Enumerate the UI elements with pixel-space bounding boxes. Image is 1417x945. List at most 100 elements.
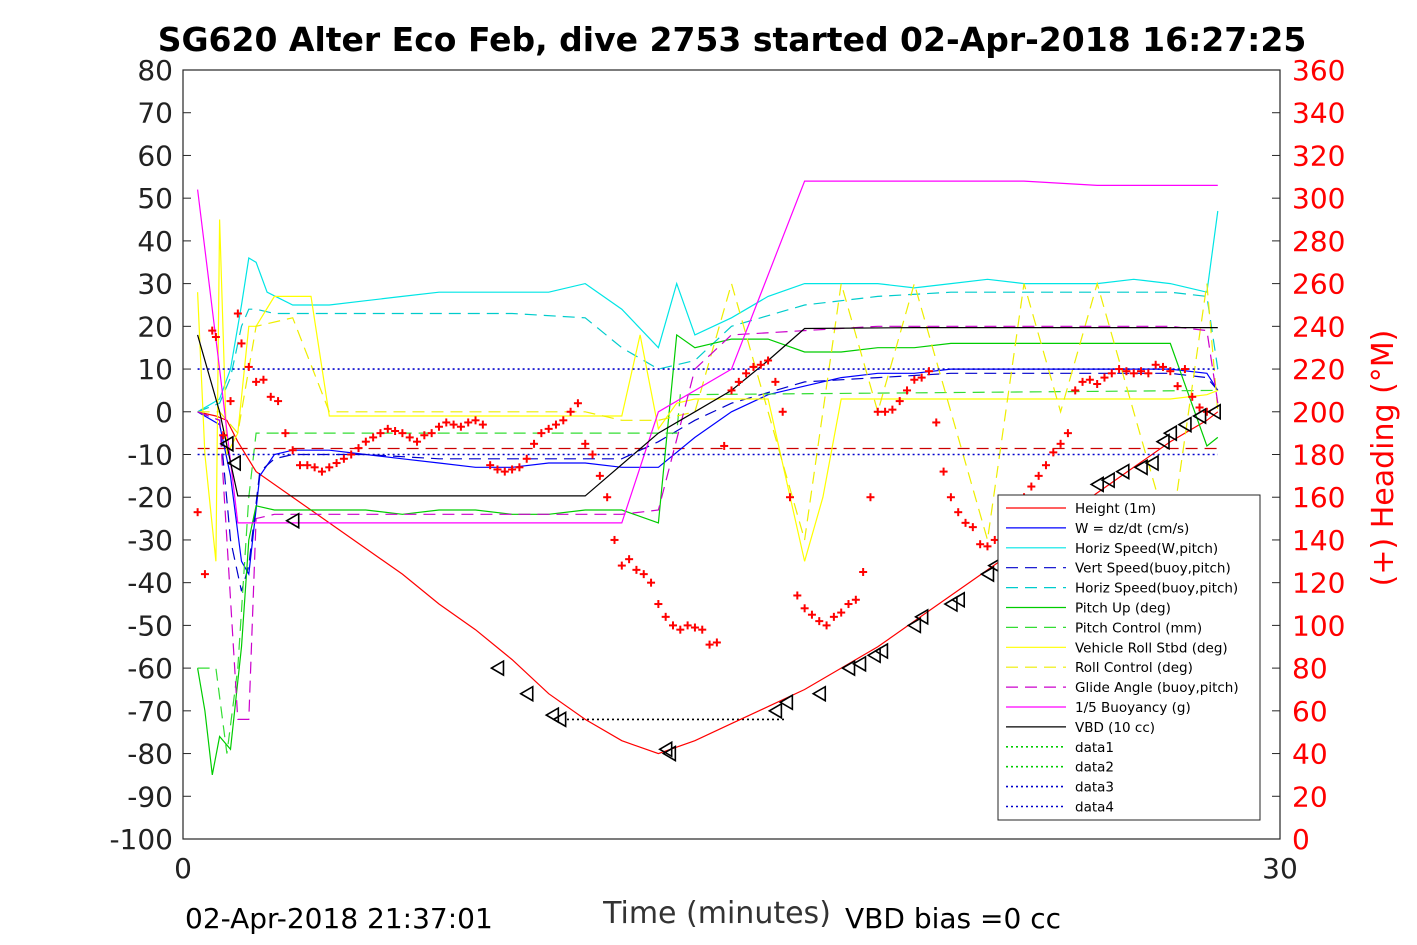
heading-point — [698, 625, 707, 634]
left-tick-label: -70 — [127, 695, 173, 728]
heading-point — [961, 518, 970, 527]
heading-point — [288, 446, 297, 455]
series-line-9 — [197, 281, 1219, 541]
heading-point — [756, 360, 765, 369]
heading-point — [793, 591, 802, 600]
triangle-marker — [906, 616, 922, 634]
triangle-marker — [979, 565, 995, 583]
legend-label: Height (1m) — [1075, 501, 1156, 517]
heading-point — [778, 407, 787, 416]
right-tick-label: 280 — [1292, 225, 1345, 258]
left-tick-label: -60 — [127, 652, 173, 685]
triangle-marker — [811, 685, 827, 703]
heading-point — [252, 377, 261, 386]
left-tick-label: 80 — [137, 54, 173, 87]
left-tick-label: 50 — [137, 182, 173, 215]
heading-point — [734, 377, 743, 386]
heading-point — [1158, 362, 1167, 371]
heading-point — [881, 407, 890, 416]
heading-point — [807, 610, 816, 619]
heading-point — [259, 375, 268, 384]
heading-point — [434, 422, 443, 431]
triangle-marker — [552, 710, 567, 728]
triangle-marker — [767, 702, 783, 720]
right-tick-label: 220 — [1292, 353, 1345, 386]
triangle-marker — [950, 591, 966, 609]
triangle-marker — [778, 693, 794, 711]
series-line-8 — [197, 219, 1219, 562]
legend-label: data4 — [1075, 800, 1114, 816]
heading-point — [317, 467, 326, 476]
heading-point — [226, 397, 235, 406]
heading-point — [1107, 369, 1116, 378]
triangle-marker — [1133, 458, 1148, 476]
left-tick-label: 60 — [137, 139, 173, 172]
heading-point — [208, 326, 217, 335]
right-tick-label: 80 — [1292, 652, 1328, 685]
triangle-marker — [1144, 454, 1159, 472]
left-tick-label: 40 — [137, 225, 173, 258]
triangle-marker — [489, 659, 505, 677]
heading-point — [456, 422, 465, 431]
heading-point — [837, 608, 846, 617]
right-tick-label: 180 — [1292, 439, 1345, 472]
left-tick-label: -10 — [127, 439, 173, 472]
heading-point — [573, 399, 582, 408]
left-axis: 80 70 60 50 40 30 20 10 0 -10 -20 -30 -40 -50 -60 -70 -8… — [109, 54, 191, 856]
heading-point — [1144, 369, 1153, 378]
left-tick-label: -80 — [127, 738, 173, 771]
legend-label: Horiz Speed(W,pitch) — [1075, 541, 1218, 557]
heading-point — [771, 377, 780, 386]
triangle-marker — [1100, 471, 1115, 489]
heading-point — [1093, 380, 1102, 389]
triangle-marker — [661, 745, 677, 762]
triangle-marker — [1089, 476, 1104, 493]
heading-point — [939, 467, 948, 476]
legend-label: Glide Angle (buoy,pitch) — [1075, 680, 1239, 696]
heading-point — [193, 508, 202, 517]
heading-point — [361, 437, 370, 446]
triangle-marker — [866, 646, 881, 664]
heading-point — [233, 309, 242, 318]
heading-point — [603, 493, 612, 502]
left-tick-label: -100 — [109, 823, 173, 856]
triangle-marker — [285, 512, 300, 530]
heading-point — [1115, 365, 1124, 374]
legend-label: 1/5 Buoyancy (g) — [1075, 700, 1191, 716]
heading-point — [727, 386, 736, 395]
heading-point — [413, 437, 422, 446]
right-tick-label: 260 — [1292, 268, 1345, 301]
triangle-marker — [1177, 416, 1192, 433]
heading-point — [303, 461, 312, 470]
left-tick-label: 0 — [155, 396, 173, 429]
legend-label: Pitch Control (mm) — [1075, 620, 1202, 636]
heading-point — [398, 429, 407, 438]
triangle-marker — [1155, 433, 1170, 451]
triangle-marker — [840, 659, 856, 677]
triangle-marker — [519, 685, 534, 703]
heading-point — [888, 405, 897, 414]
heading-point — [1166, 367, 1175, 376]
legend-label: Roll Control (deg) — [1075, 660, 1193, 676]
left-tick-label: -30 — [127, 524, 173, 557]
x-tick-label: 30 — [1262, 852, 1298, 885]
heading-point — [515, 463, 524, 472]
series-line-5 — [197, 291, 1219, 413]
heading-point — [983, 542, 992, 551]
right-tick-label: 40 — [1292, 738, 1328, 771]
right-tick-label: 320 — [1292, 139, 1345, 172]
heading-point — [219, 431, 228, 440]
heading-point — [1063, 429, 1072, 438]
heading-point — [786, 493, 795, 502]
triangle-marker — [1115, 463, 1130, 480]
heading-point — [493, 465, 502, 474]
heading-point — [332, 459, 341, 468]
heading-point — [508, 465, 517, 474]
heading-point — [595, 471, 604, 480]
heading-point — [354, 444, 363, 453]
x-axis: 0 30 — [174, 852, 1298, 885]
heading-point — [1071, 386, 1080, 395]
heading-point — [551, 420, 560, 429]
heading-point — [537, 429, 546, 438]
